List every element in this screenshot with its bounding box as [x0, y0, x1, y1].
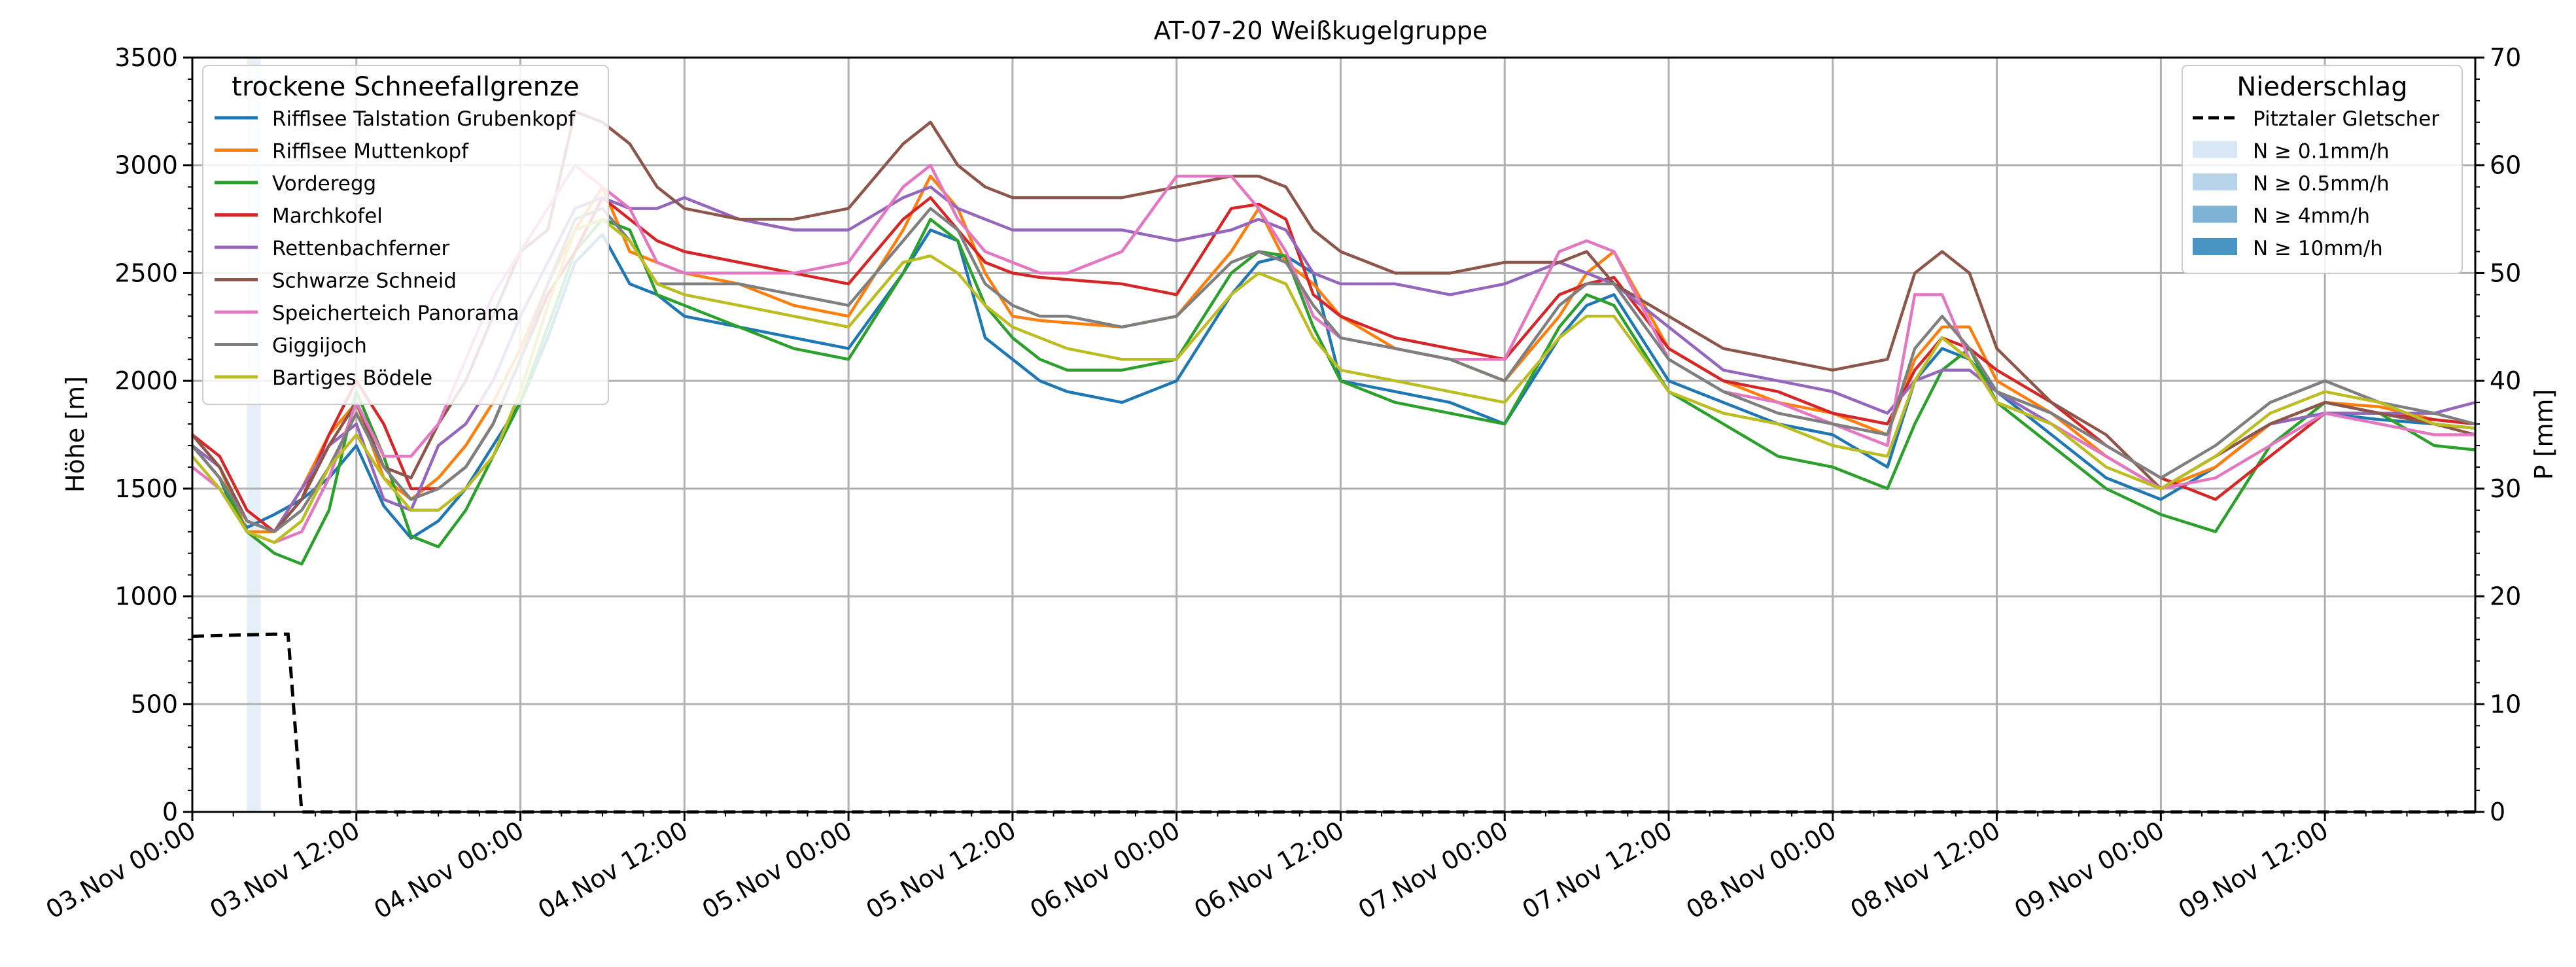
y-tick-label-right: 70	[2490, 43, 2521, 72]
y-tick-label-left: 1000	[114, 582, 178, 611]
x-tick-label: 06.Nov 00:00	[1025, 816, 1185, 924]
legend-station-lines: trockene Schneefallgrenze Rifflsee Talst…	[202, 65, 609, 405]
legend-label: Marchkofel	[272, 205, 383, 228]
legend-right-title: Niederschlag	[2237, 72, 2407, 102]
y-tick-label-left: 2500	[114, 258, 178, 287]
y-tick-label-right: 60	[2490, 151, 2521, 180]
series-line-9	[191, 217, 2476, 544]
x-tick-label: 03.Nov 00:00	[41, 816, 201, 924]
chart-title: AT-07-20 Weißkugelgruppe	[1154, 16, 1488, 45]
series-line-8	[191, 207, 2476, 533]
legend-label: N ≥ 0.5mm/h	[2253, 172, 2390, 196]
x-tick-label: 09.Nov 00:00	[2010, 816, 2169, 924]
x-tick-label: 08.Nov 12:00	[1845, 816, 2005, 924]
y-tick-label-right: 30	[2490, 474, 2521, 503]
y-tick-label-right: 50	[2490, 258, 2521, 287]
precip-series-line	[192, 632, 2475, 814]
x-tick-label: 03.Nov 12:00	[205, 816, 364, 924]
legend-label: Speicherteich Panorama	[272, 302, 519, 325]
x-tick-label: 07.Nov 12:00	[1518, 816, 1677, 924]
y-tick-label-left: 500	[130, 690, 178, 718]
legend-label: N ≥ 0.1mm/h	[2253, 140, 2390, 164]
y-tick-label-right: 20	[2490, 582, 2521, 611]
x-tick-label: 06.Nov 12:00	[1189, 816, 1349, 924]
y-tick-label-left: 3500	[114, 43, 178, 72]
legend-label: Rifflsee Talstation Grubenkopf	[272, 107, 576, 131]
x-tick-label: 04.Nov 00:00	[369, 816, 529, 924]
legend-label: Schwarze Schneid	[272, 270, 457, 293]
y-tick-label-right: 10	[2490, 690, 2521, 718]
y-tick-label-left: 1500	[114, 474, 178, 503]
legend-label: Rifflsee Muttenkopf	[272, 140, 469, 164]
legend-label: N ≥ 10mm/h	[2253, 237, 2383, 260]
legend-label: Vorderegg	[272, 172, 376, 196]
legend-label: N ≥ 4mm/h	[2253, 205, 2370, 228]
legend-swatch	[2193, 238, 2237, 255]
y-tick-label-left: 0	[162, 798, 178, 826]
x-tick-label: 05.Nov 00:00	[697, 816, 857, 924]
y-axis-label-right: P [mm]	[2530, 389, 2558, 480]
y-tick-label-right: 0	[2490, 798, 2505, 826]
legend-precipitation: Niederschlag Pitztaler Gletscher N ≥ 0.1m…	[2182, 65, 2463, 274]
legend-swatch	[2193, 205, 2237, 223]
plot-frame	[191, 56, 2477, 813]
legend-label: Giggijoch	[272, 334, 367, 358]
x-tick-label: 05.Nov 12:00	[862, 816, 1021, 924]
legend-swatch	[2193, 173, 2237, 190]
legend-label: Rettenbachferner	[272, 237, 450, 260]
x-tick-label: 07.Nov 00:00	[1353, 816, 1513, 924]
y-tick-label-right: 40	[2490, 366, 2521, 395]
y-axis-label-left: Höhe [m]	[61, 376, 90, 493]
legend-left-title: trockene Schneefallgrenze	[232, 72, 579, 102]
x-tick-label: 04.Nov 12:00	[533, 816, 693, 924]
y-tick-label-left: 3000	[114, 151, 178, 180]
legend-label: Pitztaler Gletscher	[2253, 107, 2439, 131]
series-line-5	[191, 185, 2476, 533]
x-tick-label: 09.Nov 12:00	[2174, 816, 2333, 924]
y-tick-label-left: 2000	[114, 366, 178, 395]
legend-label: Bartiges Bödele	[272, 366, 432, 390]
precip-line	[192, 632, 2475, 814]
legend-swatch	[2193, 141, 2237, 158]
x-tick-label: 08.Nov 00:00	[1681, 816, 1841, 924]
